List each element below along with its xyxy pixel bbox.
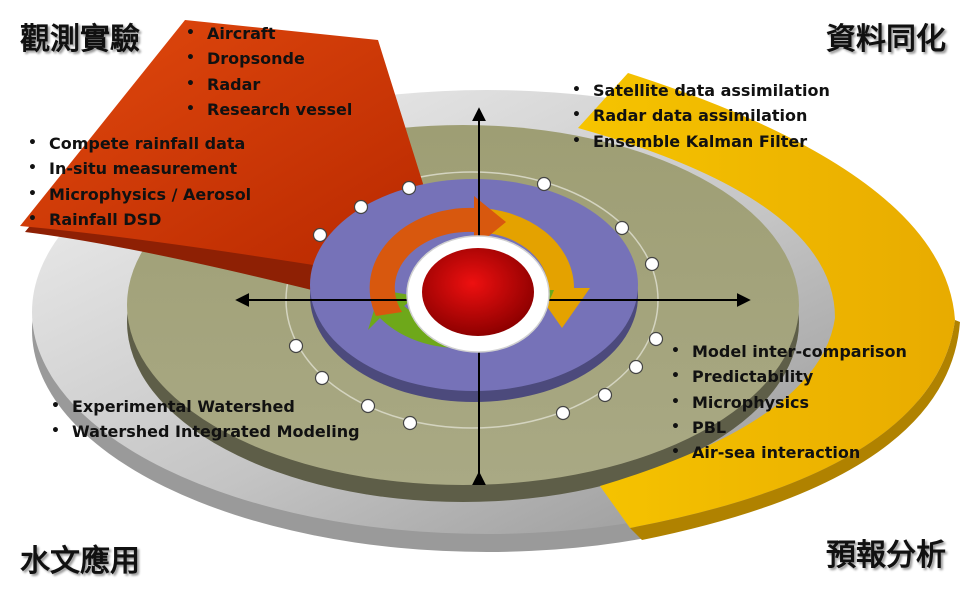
corner-title-hydrology: 水文應用 — [20, 544, 140, 579]
assimilation-list: Satellite data assimilation Radar data a… — [572, 78, 830, 154]
list-item: Radar data assimilation — [572, 103, 830, 129]
orbit-dot — [555, 405, 571, 421]
list-item: Radar — [186, 72, 352, 98]
list-item: Dropsonde — [186, 46, 352, 72]
list-item: Microphysics — [671, 390, 907, 416]
orbit-dots — [288, 176, 664, 431]
orbit-dot — [614, 220, 630, 236]
orbit-dot — [648, 331, 664, 347]
forecast-list: Model inter-comparison Predictability Mi… — [671, 339, 907, 466]
orbit-dot — [644, 256, 660, 272]
list-item: Predictability — [671, 364, 907, 390]
list-item: Microphysics / Aerosol — [28, 182, 251, 208]
orbit-dot — [353, 199, 369, 215]
orbit-dot — [360, 398, 376, 414]
orbit-dot — [312, 227, 328, 243]
list-item: Compete rainfall data — [28, 131, 251, 157]
orbit-dot — [402, 415, 418, 431]
orbit-dot — [401, 180, 417, 196]
list-item: In-situ measurement — [28, 156, 251, 182]
orbit-dot — [288, 338, 304, 354]
list-item: Ensemble Kalman Filter — [572, 129, 830, 155]
orbit-dot — [597, 387, 613, 403]
list-item: Air-sea interaction — [671, 440, 907, 466]
list-item: Rainfall DSD — [28, 207, 251, 233]
list-item: Research vessel — [186, 97, 352, 123]
orbit-dot — [314, 370, 330, 386]
arrow-yellow — [474, 208, 590, 328]
arrow-orange — [369, 196, 506, 316]
list-item: Aircraft — [186, 21, 352, 47]
list-item: Watershed Integrated Modeling — [51, 419, 360, 445]
orbit-dot — [536, 176, 552, 192]
list-item: PBL — [671, 415, 907, 441]
list-item: Model inter-comparison — [671, 339, 907, 365]
list-item: Satellite data assimilation — [572, 78, 830, 104]
corner-title-observation: 觀測實驗 — [20, 22, 140, 57]
corner-title-assimilation: 資料同化 — [826, 22, 946, 57]
orbit-dot — [628, 359, 644, 375]
measurements-list: Compete rainfall data In-situ measuremen… — [28, 131, 251, 232]
hydrology-list: Experimental Watershed Watershed Integra… — [51, 394, 360, 445]
platforms-list: Aircraft Dropsonde Radar Research vessel — [186, 21, 352, 122]
corner-title-forecast: 預報分析 — [826, 538, 946, 573]
center-core — [422, 248, 534, 336]
list-item: Experimental Watershed — [51, 394, 360, 420]
